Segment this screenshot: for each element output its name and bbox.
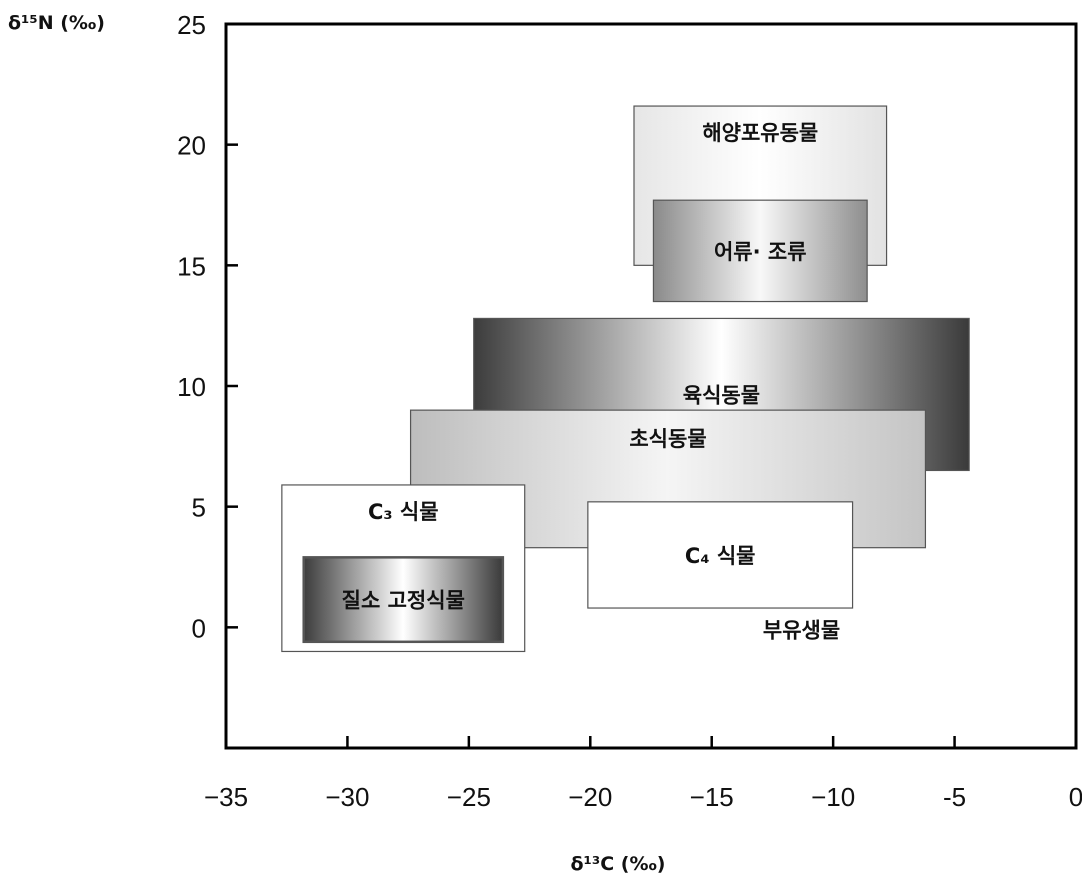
y-tick-label: 10 bbox=[177, 372, 206, 402]
x-axis-title: δ¹³C (‰) bbox=[571, 853, 666, 875]
x-tick-label: −10 bbox=[811, 782, 855, 812]
range-box-label-질소-고정식물: 질소 고정식물 bbox=[342, 589, 465, 613]
range-box-label-초식동물: 초식동물 bbox=[629, 427, 706, 451]
range-box-C-식물 bbox=[587, 501, 854, 609]
y-tick-label: 20 bbox=[177, 131, 206, 161]
range-boxes bbox=[281, 105, 970, 653]
x-tick-label: −30 bbox=[325, 782, 369, 812]
x-tick-label: -5 bbox=[943, 782, 966, 812]
x-tick-label: −15 bbox=[690, 782, 734, 812]
range-box-질소-고정식물 bbox=[302, 556, 505, 644]
range-box-label-육식동물: 육식동물 bbox=[683, 383, 760, 407]
range-box-label-어류-조류: 어류· 조류 bbox=[714, 240, 807, 264]
x-tick-label: 0 bbox=[1069, 782, 1082, 812]
range-box-label-C-식물: C₃ 식물 bbox=[368, 500, 439, 524]
y-axis-ticks: 0 5 10 15 20 25 bbox=[177, 10, 238, 643]
range-box-label-해양포유동물: 해양포유동물 bbox=[702, 121, 818, 145]
y-axis-title: δ¹⁵N (‰) bbox=[8, 12, 105, 34]
x-axis-ticks: −35 −30 −25 −20 −15 −10 -5 0 bbox=[204, 736, 1082, 812]
annotations: 부유생물 bbox=[763, 618, 840, 642]
y-tick-label: 25 bbox=[177, 10, 206, 40]
x-tick-label: −35 bbox=[204, 782, 248, 812]
x-tick-label: −25 bbox=[447, 782, 491, 812]
range-box-어류-조류 bbox=[652, 199, 868, 303]
range-box-label-C-식물: C₄ 식물 bbox=[685, 544, 756, 568]
x-tick-label: −20 bbox=[568, 782, 612, 812]
y-tick-label: 15 bbox=[177, 251, 206, 281]
y-tick-label: 0 bbox=[192, 613, 206, 643]
annotation-부유생물: 부유생물 bbox=[763, 618, 840, 642]
y-tick-label: 5 bbox=[192, 493, 206, 523]
